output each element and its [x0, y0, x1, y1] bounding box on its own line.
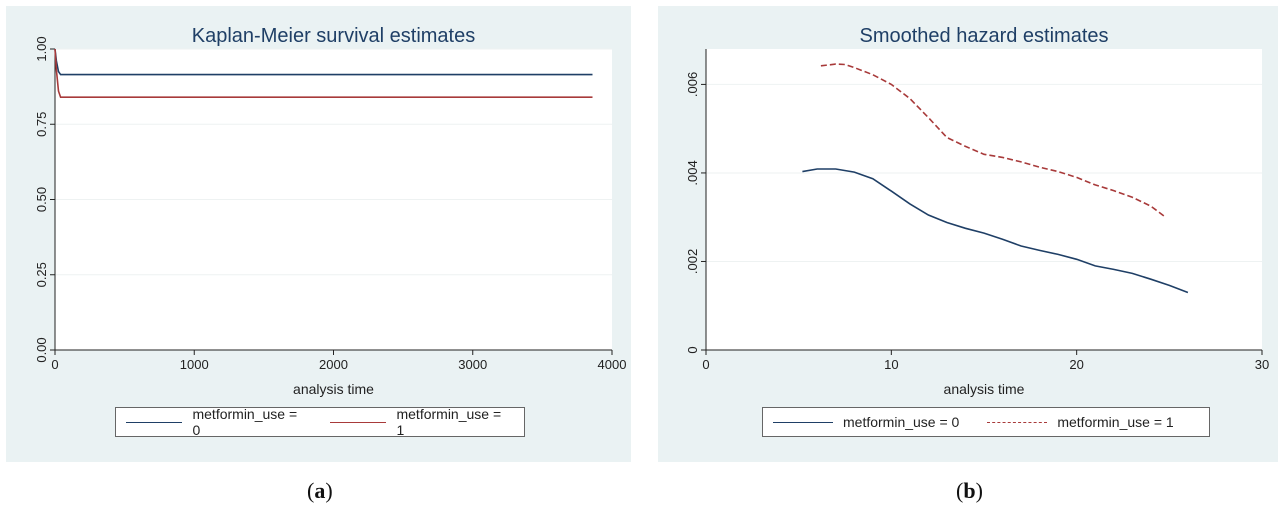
legend-label: metformin_use = 0	[843, 414, 960, 430]
x-tick-label: 0	[51, 357, 58, 372]
legend-item-1: metformin_use = 1	[320, 406, 524, 438]
x-tick-label: 20	[1069, 357, 1083, 372]
x-tick-label: 4000	[598, 357, 627, 372]
chart-title: Kaplan-Meier survival estimates	[192, 25, 475, 47]
y-tick-label: 0.00	[34, 337, 49, 362]
hazard-panel: Smoothed hazard estimates 0 .002 .004 .006 0 1…	[658, 6, 1278, 462]
legend-item-0: metformin_use = 0	[763, 414, 977, 430]
y-tick-label: .002	[685, 249, 700, 274]
x-tick-label: 1000	[180, 357, 209, 372]
y-tick-label: 0.25	[34, 262, 49, 287]
legend-swatch	[773, 421, 833, 423]
legend-swatch	[330, 421, 387, 423]
legend-item-1: metformin_use = 1	[977, 414, 1191, 430]
legend-swatch	[987, 421, 1048, 423]
x-tick-label: 0	[702, 357, 709, 372]
legend-label: metformin_use = 0	[192, 406, 298, 438]
series-line-1	[54, 48, 593, 98]
legend-label: metformin_use = 1	[1057, 414, 1174, 430]
km-chart: Kaplan-Meier survival estimates 0.00 0.25 0…	[34, 25, 627, 397]
x-tick-label: 3000	[458, 357, 487, 372]
plot-area	[706, 49, 1262, 350]
y-tick-label: 0	[685, 346, 700, 353]
x-tick-label: 30	[1255, 357, 1269, 372]
x-tick-label: 2000	[319, 357, 348, 372]
y-tick-label: 1.00	[34, 36, 49, 61]
legend-swatch	[126, 421, 183, 423]
y-tick-label: .006	[685, 72, 700, 97]
km-legend: metformin_use = 0 metformin_use = 1	[115, 406, 525, 438]
series-line-0	[802, 168, 1189, 294]
series-line-1	[820, 63, 1167, 218]
hazard-legend: metformin_use = 0 metformin_use = 1	[762, 407, 1210, 437]
y-tick-label: 0.75	[34, 112, 49, 137]
hazard-chart: Smoothed hazard estimates 0 .002 .004 .006 0 1…	[685, 25, 1269, 397]
caption-a: (a)	[307, 478, 333, 503]
km-panel: Kaplan-Meier survival estimates 0.00 0.25 0…	[6, 6, 631, 462]
x-axis-label: analysis time	[944, 381, 1025, 397]
caption-b: (b)	[956, 478, 983, 503]
y-tick-label: 0.50	[34, 187, 49, 212]
x-axis-label: analysis time	[293, 381, 374, 397]
y-tick-label: .004	[685, 160, 700, 185]
legend-item-0: metformin_use = 0	[116, 406, 320, 438]
chart-title: Smoothed hazard estimates	[859, 25, 1108, 47]
legend-label: metformin_use = 1	[396, 406, 502, 438]
x-tick-label: 10	[884, 357, 898, 372]
